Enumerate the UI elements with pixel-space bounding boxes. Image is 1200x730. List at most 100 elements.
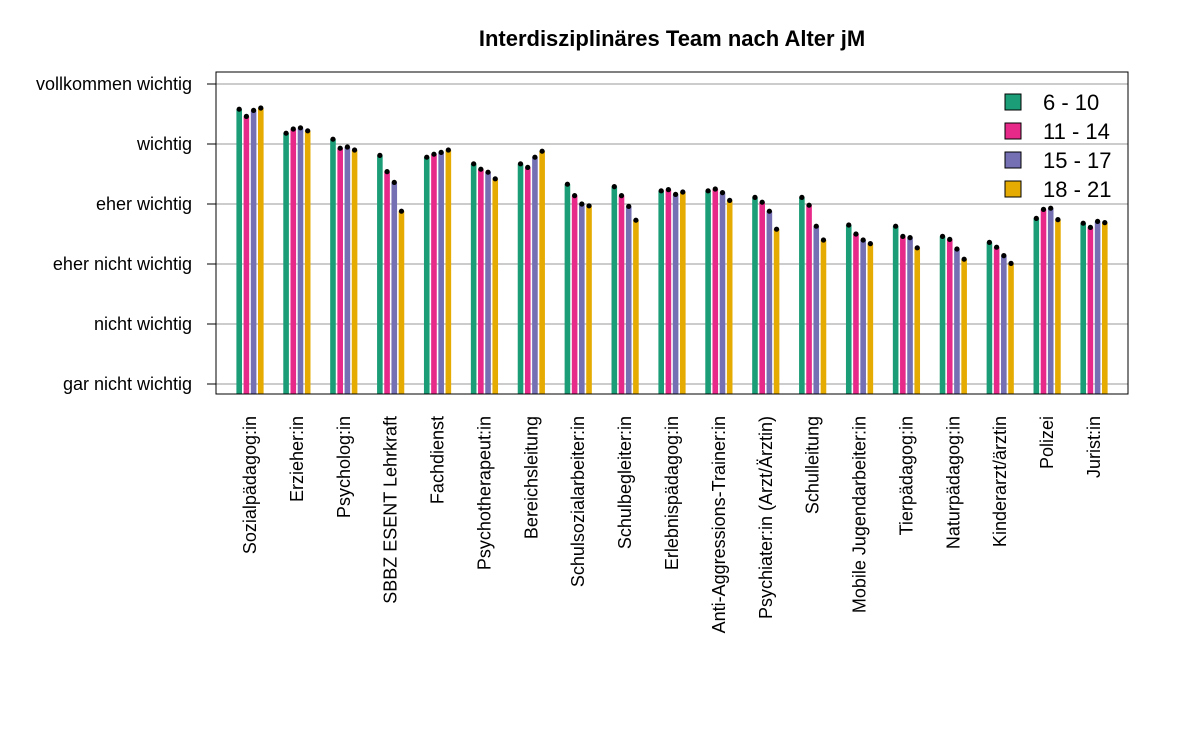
bar — [1080, 223, 1086, 394]
bar — [914, 247, 921, 394]
x-tick-label: Sozialpädagog:in — [240, 416, 260, 554]
bar — [236, 109, 242, 394]
bar — [867, 243, 874, 394]
bar — [470, 163, 477, 394]
data-point — [813, 223, 819, 229]
data-point — [1087, 224, 1093, 230]
legend-swatch — [1004, 122, 1022, 140]
data-point — [398, 208, 405, 214]
bar — [1094, 221, 1101, 394]
bar — [571, 195, 578, 394]
data-point — [860, 237, 866, 243]
data-point — [658, 188, 664, 194]
bar — [564, 184, 571, 394]
bar — [993, 247, 1000, 394]
x-tick-label: Psychotherapeut:in — [474, 416, 494, 570]
data-point — [445, 147, 451, 153]
data-point — [492, 176, 498, 182]
bar — [330, 139, 336, 394]
data-point — [611, 184, 617, 190]
bar — [290, 129, 297, 394]
data-point — [759, 199, 765, 205]
data-point — [290, 126, 296, 132]
data-point — [1001, 253, 1007, 259]
chart-title: Interdisziplinäres Team nach Alter jM — [479, 26, 865, 51]
data-point — [384, 169, 390, 175]
data-point — [471, 161, 477, 167]
data-point — [947, 236, 953, 242]
data-point — [258, 105, 264, 111]
bar — [445, 150, 452, 394]
bar — [250, 110, 257, 395]
bar — [438, 152, 444, 394]
data-point — [586, 203, 592, 209]
legend-label: 11 - 14 — [1043, 119, 1110, 144]
bar — [485, 172, 491, 394]
data-point — [705, 188, 711, 194]
data-point — [799, 194, 805, 200]
bar — [532, 157, 538, 394]
bar — [539, 151, 545, 394]
x-tick-label: Mobile Jugendarbeiter:in — [850, 416, 870, 613]
data-point — [680, 189, 686, 195]
y-tick-label: eher nicht wichtig — [53, 254, 192, 274]
bar — [719, 192, 726, 394]
data-point — [820, 237, 827, 243]
data-point — [900, 233, 906, 239]
bar — [625, 206, 632, 394]
bar — [1008, 263, 1014, 394]
bar — [860, 240, 866, 394]
bar — [820, 240, 827, 394]
bar — [524, 167, 531, 394]
bar — [517, 163, 524, 394]
plot-frame — [215, 71, 1129, 395]
data-point — [478, 166, 484, 172]
bar — [377, 155, 383, 394]
bar — [337, 148, 343, 394]
y-tick-label: wichtig — [136, 134, 192, 154]
legend-label: 18 - 21 — [1043, 177, 1112, 202]
x-tick-label: Erlebnispädagog:in — [662, 416, 682, 570]
data-point — [893, 223, 899, 229]
bar — [398, 211, 405, 394]
data-point — [377, 152, 383, 158]
bar — [304, 130, 311, 395]
bar — [986, 242, 993, 394]
bar — [907, 237, 913, 394]
data-point — [579, 201, 585, 207]
bar — [1001, 255, 1007, 394]
x-tick-label: Fachdienst — [428, 416, 448, 504]
data-point — [853, 231, 859, 237]
y-tick-label: gar nicht wichtig — [63, 374, 192, 394]
bar — [423, 157, 430, 394]
bar — [845, 225, 852, 394]
legend-swatch — [1004, 93, 1022, 111]
bar — [1040, 209, 1047, 394]
bar — [853, 234, 859, 394]
data-point — [727, 197, 733, 203]
x-tick-label: Kinderarzt/ärztin — [990, 416, 1010, 547]
data-point — [773, 226, 780, 232]
bar — [492, 178, 499, 394]
data-point — [564, 181, 571, 187]
data-point — [539, 148, 545, 154]
data-point — [532, 154, 538, 160]
bar — [892, 226, 899, 394]
data-point — [907, 235, 913, 241]
data-point — [572, 193, 578, 199]
legend-swatch — [1004, 180, 1022, 198]
legend-swatch — [1004, 151, 1022, 169]
legend: 6 - 10 11 - 14 15 - 17 18 - 21 — [1004, 90, 1112, 202]
data-point — [485, 169, 491, 175]
data-point — [337, 145, 343, 151]
x-tick-label: Psycholog:in — [334, 416, 354, 518]
x-tick-label: Schulbegleiter:in — [615, 416, 635, 549]
data-point — [806, 202, 812, 208]
x-tick-label: Psychiater:in (Arzt/Ärztin) — [756, 416, 776, 619]
data-points — [236, 105, 1108, 266]
data-point — [243, 113, 249, 119]
bar — [283, 133, 289, 394]
data-point — [344, 144, 350, 150]
